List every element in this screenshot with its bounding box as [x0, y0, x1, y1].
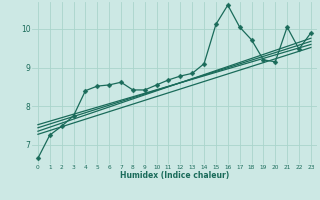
X-axis label: Humidex (Indice chaleur): Humidex (Indice chaleur)	[120, 171, 229, 180]
